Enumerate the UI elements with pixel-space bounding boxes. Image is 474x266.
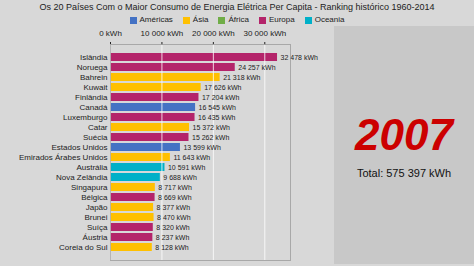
- html-text:Total: 575 397 kWh: Total: 575 397 kWh: [356, 167, 452, 179]
- svg-text:32 478 kWh: 32 478 kWh: [281, 54, 318, 61]
- svg-text:10 591 kWh: 10 591 kWh: [168, 164, 205, 171]
- html-text:Oceania: Oceania: [314, 15, 345, 24]
- html-text:Ásia: Ásia: [192, 15, 209, 24]
- html-text:África: África: [228, 15, 249, 24]
- svg-text:0 kWh: 0 kWh: [99, 29, 122, 38]
- svg-text:8 669 kWh: 8 669 kWh: [158, 194, 192, 201]
- svg-text:8 377 kWh: 8 377 kWh: [157, 204, 191, 211]
- svg-text:17 626 kWh: 17 626 kWh: [204, 84, 241, 91]
- svg-text:Japão: Japão: [86, 203, 108, 212]
- svg-text:Austrália: Austrália: [76, 163, 108, 172]
- svg-text:Finlândia: Finlândia: [75, 93, 108, 102]
- svg-text:8 237 kWh: 8 237 kWh: [156, 234, 190, 241]
- svg-text:Bélgica: Bélgica: [81, 193, 108, 202]
- svg-text:8 320 kWh: 8 320 kWh: [156, 224, 190, 231]
- svg-text:11 643 kWh: 11 643 kWh: [173, 154, 210, 161]
- svg-text:16 545 kWh: 16 545 kWh: [199, 104, 236, 111]
- svg-text:24 257 kWh: 24 257 kWh: [238, 64, 275, 71]
- svg-text:17 204 kWh: 17 204 kWh: [202, 94, 239, 101]
- svg-text:13 599 kWh: 13 599 kWh: [183, 144, 220, 151]
- svg-text:8 128 kWh: 8 128 kWh: [155, 244, 189, 251]
- svg-text:Emirados Árabes Unidos: Emirados Árabes Unidos: [19, 153, 107, 162]
- svg-text:Estados Unidos: Estados Unidos: [51, 143, 107, 152]
- svg-text:20 000 kWh: 20 000 kWh: [192, 29, 235, 38]
- svg-text:Singapura: Singapura: [71, 183, 108, 192]
- svg-text:Kuwait: Kuwait: [83, 83, 108, 92]
- svg-text:15 262 kWh: 15 262 kWh: [192, 134, 229, 141]
- svg-text:Noruega: Noruega: [77, 63, 108, 72]
- html-text:Américas: Américas: [139, 15, 173, 24]
- svg-text:15 372 kWh: 15 372 kWh: [193, 124, 230, 131]
- svg-text:10 000 kWh: 10 000 kWh: [141, 29, 184, 38]
- html-text:Os 20 Países Com o Maior Consu: Os 20 Países Com o Maior Consumo de Ener…: [39, 2, 435, 12]
- svg-text:Catar: Catar: [88, 123, 108, 132]
- svg-text:Islândia: Islândia: [80, 53, 108, 62]
- svg-text:Suécia: Suécia: [83, 133, 108, 142]
- svg-text:21 318 kWh: 21 318 kWh: [223, 74, 260, 81]
- svg-text:9 688 kWh: 9 688 kWh: [163, 174, 197, 181]
- html-text:2007: 2007: [355, 110, 453, 159]
- svg-text:Nova Zelândia: Nova Zelândia: [56, 173, 108, 182]
- svg-text:8 717 kWh: 8 717 kWh: [158, 184, 192, 191]
- svg-text:Suíça: Suíça: [87, 223, 108, 232]
- svg-text:16 435 kWh: 16 435 kWh: [198, 114, 235, 121]
- svg-text:Áustria: Áustria: [83, 233, 108, 242]
- svg-text:Canadá: Canadá: [79, 103, 108, 112]
- svg-text:Bahrein: Bahrein: [80, 73, 108, 82]
- svg-text:8 470 kWh: 8 470 kWh: [157, 214, 191, 221]
- svg-text:30 000 kWh: 30 000 kWh: [243, 29, 286, 38]
- svg-text:Brunei: Brunei: [84, 213, 107, 222]
- svg-text:Luxemburgo: Luxemburgo: [63, 113, 108, 122]
- html-text:Europa: Europa: [268, 15, 295, 24]
- svg-text:Coreia do Sul: Coreia do Sul: [59, 243, 108, 252]
